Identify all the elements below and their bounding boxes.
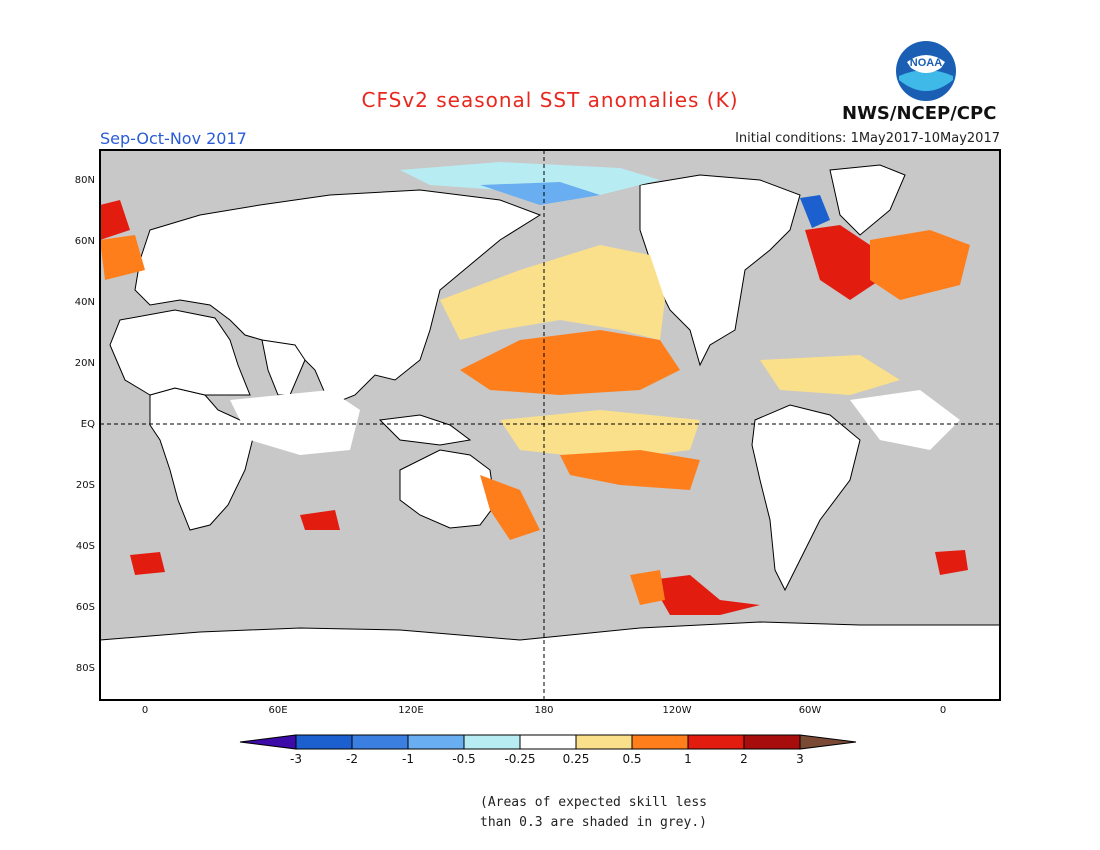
anomaly-southern-ocean-orange bbox=[630, 570, 665, 605]
lon-label: 0 bbox=[141, 705, 149, 716]
lat-label: 20N bbox=[74, 358, 95, 369]
colorbar-arrow-high bbox=[799, 734, 857, 750]
colorbar-label: -3 bbox=[290, 752, 302, 766]
anomaly-arctic-lightblue bbox=[400, 162, 660, 195]
colorbar-swatch bbox=[463, 734, 521, 750]
colorbar-label: -0.5 bbox=[452, 752, 476, 766]
skill-note-line1: (Areas of expected skill less bbox=[480, 795, 707, 810]
colorbar-swatch bbox=[575, 734, 633, 750]
sst-map bbox=[99, 149, 1001, 701]
noaa-logo: NOAA bbox=[896, 41, 956, 101]
lat-label: EQ bbox=[80, 419, 95, 430]
anomaly-central-pacific-orange bbox=[460, 330, 680, 395]
skill-note-line2: than 0.3 are shaded in grey.) bbox=[480, 815, 707, 830]
lat-label: 40S bbox=[75, 541, 95, 552]
colorbar-swatch bbox=[295, 734, 353, 750]
colorbar-label: -2 bbox=[346, 752, 358, 766]
greenland-landmass bbox=[829, 164, 906, 236]
lat-label: 80S bbox=[75, 663, 95, 674]
australia-landmass bbox=[399, 449, 496, 529]
colorbar-swatch bbox=[407, 734, 465, 750]
org-label: NWS/NCEP/CPC bbox=[842, 103, 997, 124]
lon-label: 60E bbox=[268, 705, 288, 716]
initial-conditions-label: Initial conditions: 1May2017-10May2017 bbox=[735, 131, 1000, 146]
maritime-continent bbox=[378, 414, 472, 446]
colorbar-label: 0.5 bbox=[622, 752, 642, 766]
anomaly-south-atlantic-red-w bbox=[130, 552, 165, 575]
lon-label: 0 bbox=[939, 705, 947, 716]
anomaly-north-atlantic-orange bbox=[870, 230, 970, 300]
anomaly-indian-white bbox=[230, 390, 360, 455]
anomaly-nordic-red bbox=[100, 200, 130, 240]
colorbar-label: 2 bbox=[740, 752, 748, 766]
colorbar-swatch bbox=[631, 734, 689, 750]
lat-label: 60N bbox=[74, 236, 95, 247]
anomaly-tasman-orange bbox=[480, 475, 540, 540]
anomaly-equatorial-orange bbox=[500, 410, 700, 460]
anomaly-north-atlantic-red bbox=[805, 225, 880, 300]
anomaly-south-pacific-orange bbox=[560, 450, 700, 490]
lon-label: 120E bbox=[398, 705, 424, 716]
africa-north bbox=[109, 309, 251, 396]
chart-title: CFSv2 seasonal SST anomalies (K) bbox=[361, 88, 739, 112]
eurasia-landmass bbox=[134, 189, 542, 406]
anomaly-arctic-blue bbox=[480, 182, 600, 205]
lat-label: 20S bbox=[75, 480, 95, 491]
colorbar-label: 3 bbox=[796, 752, 804, 766]
colorbar-arrow-low bbox=[239, 734, 297, 750]
noaa-logo-text: NOAA bbox=[910, 57, 942, 69]
lon-label: 60W bbox=[798, 705, 822, 716]
colorbar-swatch bbox=[687, 734, 745, 750]
south-america-landmass bbox=[751, 404, 861, 592]
colorbar-swatch bbox=[351, 734, 409, 750]
anomaly-atlantic-white bbox=[850, 390, 960, 450]
lon-label: 120W bbox=[662, 705, 692, 716]
skill-note: (Areas of expected skill less than 0.3 a… bbox=[480, 793, 707, 833]
anomaly-north-pacific-yellow bbox=[440, 245, 665, 340]
season-label: Sep-Oct-Nov 2017 bbox=[100, 129, 247, 148]
anomaly-baffin-blue bbox=[800, 195, 830, 228]
colorbar-swatch bbox=[743, 734, 801, 750]
lat-label: 60S bbox=[75, 602, 95, 613]
anomaly-southern-ocean-red bbox=[650, 575, 760, 615]
colorbar-label: 1 bbox=[684, 752, 692, 766]
anomaly-nordic-orange bbox=[100, 235, 145, 280]
lat-label: 40N bbox=[74, 297, 95, 308]
lon-label: 180 bbox=[534, 705, 554, 716]
anomaly-atlantic-yellow bbox=[760, 355, 900, 395]
colorbar-swatch bbox=[519, 734, 577, 750]
colorbar-label: -1 bbox=[402, 752, 414, 766]
colorbar-label: -0.25 bbox=[504, 752, 536, 766]
anomaly-south-atlantic-red bbox=[935, 550, 968, 575]
lat-label: 80N bbox=[74, 175, 95, 186]
anomaly-indian-south-red bbox=[300, 510, 340, 530]
map-frame bbox=[99, 149, 1001, 701]
colorbar-label: 0.25 bbox=[562, 752, 590, 766]
